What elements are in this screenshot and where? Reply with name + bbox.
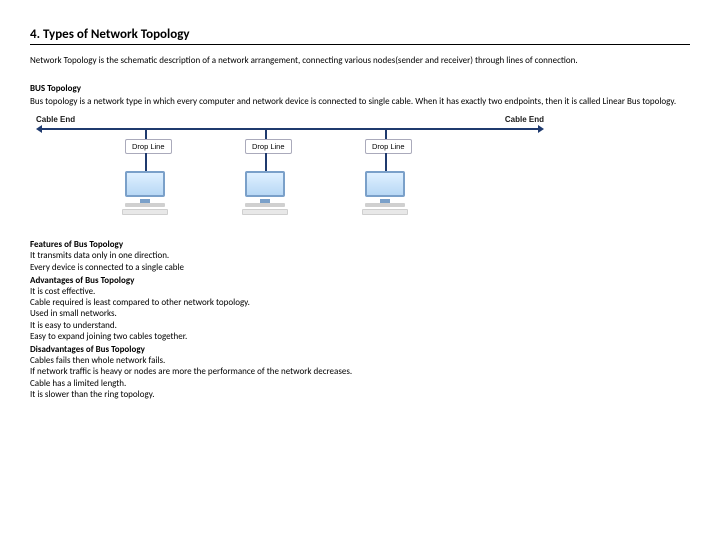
feature-item: It transmits data only in one direction. [30,250,690,261]
bus-section: BUS Topology Bus topology is a network t… [30,77,690,108]
bus-cable-line [40,128,540,130]
advantage-item: It is easy to understand. [30,320,690,331]
page-title: 4. Types of Network Topology [30,27,690,45]
bus-topology-diagram: Cable End Cable End Drop Line Drop Line … [30,115,550,225]
drop-line-label: Drop Line [365,139,412,154]
computer-icon [120,171,170,215]
disadvantage-item: Cables fails then whole network fails. [30,355,690,366]
drop-line-label: Drop Line [245,139,292,154]
advantage-item: Easy to expand joining two cables togeth… [30,331,690,342]
drop-connector [385,129,387,139]
drop-connector [265,129,267,139]
bus-heading: BUS Topology [30,83,81,94]
drop-connector [265,153,267,171]
bus-desc: Bus topology is a network type in which … [30,96,690,108]
drop-line-label: Drop Line [125,139,172,154]
feature-item: Every device is connected to a single ca… [30,262,690,273]
computer-icon [240,171,290,215]
intro-text: Network Topology is the schematic descri… [30,55,690,67]
disadvantages-heading: Disadvantages of Bus Topology [30,344,690,355]
disadvantage-item: If network traffic is heavy or nodes are… [30,366,690,377]
drop-connector [145,153,147,171]
disadvantage-item: Cable has a limited length. [30,378,690,389]
cable-end-left-label: Cable End [36,115,75,124]
cable-end-right-label: Cable End [505,115,544,124]
disadvantage-item: It is slower than the ring topology. [30,389,690,400]
features-heading: Features of Bus Topology [30,239,690,250]
drop-connector [145,129,147,139]
drop-connector [385,153,387,171]
advantage-item: Cable required is least compared to othe… [30,297,690,308]
advantage-item: Used in small networks. [30,308,690,319]
advantages-heading: Advantages of Bus Topology [30,275,690,286]
advantage-item: It is cost effective. [30,286,690,297]
computer-icon [360,171,410,215]
